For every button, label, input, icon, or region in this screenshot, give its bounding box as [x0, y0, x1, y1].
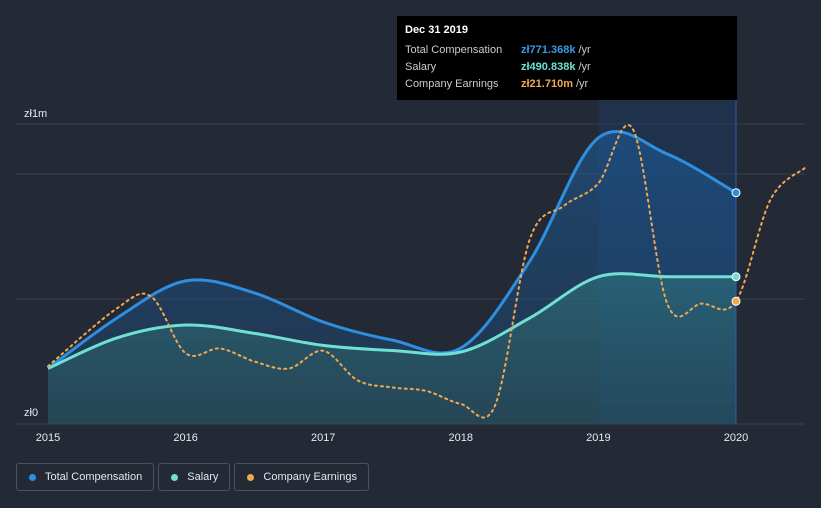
salary-marker	[731, 272, 741, 282]
tooltip-row-earnings: Company Earnings zł21.710m /yr	[405, 76, 729, 93]
x-tick-label: 2020	[724, 432, 748, 444]
tooltip: Dec 31 2019 Total Compensation zł771.368…	[397, 16, 737, 100]
legend-label: Total Compensation	[45, 471, 143, 483]
x-tick-label: 2015	[36, 432, 60, 444]
legend-dot-icon	[247, 473, 255, 481]
tooltip-label: Total Compensation	[405, 44, 503, 56]
legend-dot-icon	[171, 473, 179, 481]
legend-item-salary[interactable]: Salary	[158, 463, 231, 491]
salary-line	[47, 272, 736, 370]
x-tick-label: 2016	[173, 432, 197, 444]
tooltip-unit: /yr	[575, 78, 589, 90]
x-tick-label: 2017	[311, 432, 335, 444]
x-tick-label: 2019	[586, 432, 610, 444]
tooltip-unit: /yr	[578, 44, 591, 56]
company-earnings-line	[47, 124, 806, 419]
legend-label: Company Earnings	[263, 471, 357, 483]
tooltip-label: Company Earnings	[405, 78, 499, 90]
x-tick-label: 2018	[449, 432, 473, 444]
company-earnings-marker	[731, 296, 741, 306]
tooltip-value: zł771.368k	[521, 44, 576, 56]
legend-label: Salary	[187, 471, 219, 483]
total-compensation-line	[47, 130, 737, 370]
tooltip-date: Dec 31 2019	[405, 24, 468, 36]
salary-area	[48, 273, 736, 424]
legend-item-total-compensation[interactable]: Total Compensation	[16, 463, 155, 491]
y-tick-label: zł1m	[24, 108, 47, 120]
legend: Total Compensation Salary Company Earnin…	[16, 463, 369, 491]
tooltip-row-total: Total Compensation zł771.368k /yr	[405, 42, 729, 59]
y-tick-label: zł0	[24, 407, 38, 419]
legend-item-company-earnings[interactable]: Company Earnings	[234, 463, 369, 491]
legend-dot-icon	[29, 473, 36, 481]
tooltip-value: zł490.838k	[521, 61, 576, 73]
tooltip-label: Salary	[405, 61, 437, 73]
tooltip-value: zł21.710m	[521, 78, 573, 90]
tooltip-row-salary: Salary zł490.838k /yr	[405, 59, 729, 76]
tooltip-unit: /yr	[578, 61, 591, 73]
total-compensation-marker	[731, 188, 741, 198]
